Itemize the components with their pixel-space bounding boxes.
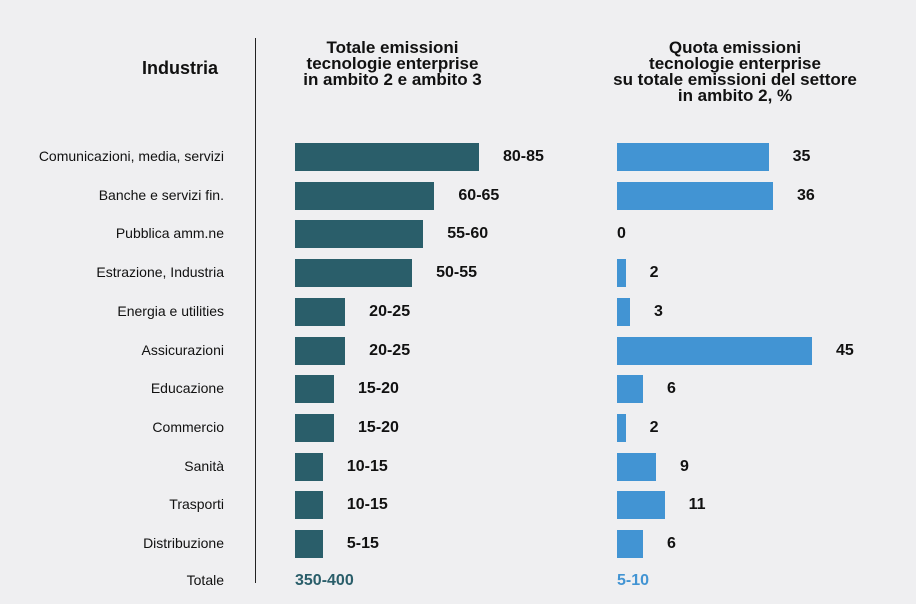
category-label: Energia e utilities bbox=[117, 302, 224, 319]
bar-series-1 bbox=[295, 259, 413, 288]
value-label-series-1: 5-15 bbox=[346, 535, 379, 552]
value-label-series-2: 2 bbox=[649, 418, 659, 436]
category-label: Sanità bbox=[184, 457, 224, 474]
category-label: Estrazione, Industria bbox=[96, 264, 224, 281]
value-label-series-1: 15-20 bbox=[358, 380, 399, 398]
value-label-series-2: 0 bbox=[617, 225, 626, 243]
value-label-series-2: 6 bbox=[667, 380, 676, 398]
value-label-series-1: 10-15 bbox=[346, 457, 388, 475]
value-label-series-2: 35 bbox=[792, 148, 811, 165]
bar-series-2 bbox=[617, 530, 643, 558]
value-label-series-2: 11 bbox=[688, 496, 706, 514]
value-label-series-2: 3 bbox=[654, 302, 663, 320]
category-label: Banche e servizi fin. bbox=[98, 186, 224, 203]
series-2-title-line: su totale emissioni del settore bbox=[613, 70, 857, 89]
category-label: Trasporti bbox=[169, 496, 224, 513]
row-header: Industria bbox=[141, 58, 218, 78]
value-label-series-1: 20-25 bbox=[369, 302, 411, 320]
value-label-series-2: 6 bbox=[667, 535, 676, 552]
bar-series-1 bbox=[295, 297, 346, 326]
bar-series-2 bbox=[617, 297, 630, 326]
bar-series-2 bbox=[617, 375, 643, 404]
series-2-title-line: Quota emissioni bbox=[668, 38, 802, 57]
bar-series-1 bbox=[295, 530, 323, 558]
bar-series-1 bbox=[295, 491, 323, 520]
column-divider bbox=[255, 38, 256, 583]
value-label-series-1: 55-60 bbox=[447, 225, 489, 243]
total-value-series-2: 5-10 bbox=[617, 571, 650, 589]
series-2-title: Quota emissioni tecnologie enterprise su… bbox=[580, 38, 890, 105]
series-1-title-line: tecnologie enterprise bbox=[306, 54, 479, 73]
bar-series-1 bbox=[295, 143, 479, 171]
category-label: Educazione bbox=[150, 380, 224, 397]
value-label-series-1: 15-20 bbox=[358, 418, 399, 436]
bar-series-1 bbox=[295, 220, 424, 249]
category-label: Pubblica amm.ne bbox=[115, 225, 224, 242]
series-1-title-line: in ambito 2 e ambito 3 bbox=[303, 70, 482, 89]
value-label-series-1: 50-55 bbox=[436, 264, 477, 282]
total-label: Totale bbox=[186, 571, 224, 588]
series-2-title-line: in ambito 2, % bbox=[677, 86, 793, 105]
value-label-series-1: 20-25 bbox=[369, 341, 411, 359]
series-1-title-line: Totale emissioni bbox=[326, 38, 459, 57]
value-label-series-2: 36 bbox=[797, 186, 815, 204]
bar-series-1 bbox=[295, 336, 346, 365]
series-1-title: Totale emissioni tecnologie enterprise i… bbox=[265, 38, 520, 89]
value-label-series-1: 60-65 bbox=[458, 186, 500, 204]
bar-series-1 bbox=[295, 181, 435, 210]
category-label: Commercio bbox=[152, 418, 224, 435]
bar-series-2 bbox=[617, 491, 665, 520]
total-value-series-1: 350-400 bbox=[295, 571, 354, 589]
value-label-series-2: 9 bbox=[680, 457, 689, 475]
value-label-series-1: 80-85 bbox=[503, 148, 544, 165]
value-label-series-1: 10-15 bbox=[346, 496, 388, 514]
value-label-series-2: 2 bbox=[649, 264, 659, 282]
category-label: Comunicazioni, media, servizi bbox=[38, 148, 224, 164]
value-label-series-2: 45 bbox=[836, 341, 854, 359]
bar-series-2 bbox=[617, 143, 769, 171]
bar-series-1 bbox=[295, 452, 323, 481]
bar-series-2 bbox=[617, 336, 812, 365]
bar-series-2 bbox=[617, 452, 656, 481]
bar-series-1 bbox=[295, 375, 335, 404]
bar-series-1 bbox=[295, 413, 335, 442]
category-label: Distribuzione bbox=[143, 535, 224, 551]
bar-series-2 bbox=[617, 259, 626, 288]
category-label: Assicurazioni bbox=[141, 341, 224, 358]
bar-series-2 bbox=[617, 413, 626, 442]
bar-series-2 bbox=[617, 181, 773, 210]
series-2-title-line: tecnologie enterprise bbox=[649, 54, 821, 73]
